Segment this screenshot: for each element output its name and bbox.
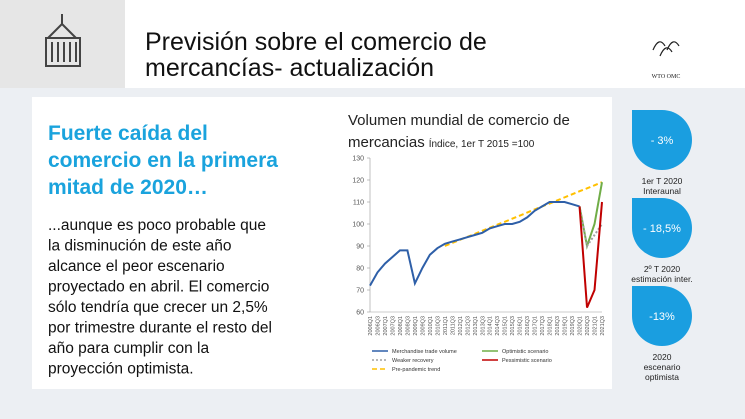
x-tick-label: 2006Q3: [375, 316, 381, 336]
x-tick-label: 2019Q1: [563, 316, 569, 336]
legend-label: Merchandise trade volume: [392, 349, 457, 355]
chart-title: Volumen mundial de comercio de: [348, 112, 570, 129]
x-tick-label: 2017Q3: [540, 316, 546, 336]
legend-label: Pre-pandemic trend: [392, 367, 440, 373]
x-tick-label: 2015Q1: [503, 316, 509, 336]
y-tick-label: 70: [356, 288, 364, 295]
stat-value: - 3%: [651, 135, 674, 147]
stat-bubble: [632, 286, 692, 346]
content-panel: [32, 97, 612, 389]
stat-value: - 18,5%: [643, 223, 681, 235]
y-tick-label: 90: [356, 244, 364, 251]
y-tick-label: 60: [356, 310, 364, 317]
x-tick-label: 2012Q1: [458, 316, 464, 336]
x-tick-label: 2007Q3: [390, 316, 396, 336]
stat-bubble: [632, 110, 692, 170]
chart-title: mercancias: [348, 134, 425, 151]
y-tick-label: 100: [352, 222, 364, 229]
x-tick-label: 2013Q1: [473, 316, 479, 336]
logo-text: WTO OMC: [652, 74, 681, 80]
x-tick-label: 2012Q3: [465, 316, 471, 336]
y-tick-label: 120: [352, 178, 364, 185]
x-tick-label: 2018Q3: [555, 316, 561, 336]
headline: mitad de 2020…: [48, 176, 208, 199]
body-text: la disminución de este año: [48, 238, 232, 255]
stat-value: -13%: [649, 311, 675, 323]
body-text: proyectado en abril. El comercio: [48, 279, 269, 296]
x-tick-label: 2011Q3: [450, 316, 456, 335]
y-tick-label: 110: [353, 200, 364, 207]
x-tick-label: 2011Q1: [443, 316, 449, 335]
series-line: [578, 206, 603, 249]
x-tick-label: 2008Q1: [398, 316, 404, 336]
stat-label: 1er T 2020: [642, 176, 683, 186]
header-title: Previsión sobre el comercio de: [145, 28, 487, 56]
headline: comercio en la primera: [48, 149, 278, 172]
stat-label: estimación inter.: [631, 274, 692, 284]
y-tick-label: 130: [352, 156, 364, 163]
container-icon: [45, 14, 81, 67]
x-tick-label: 2021Q3: [600, 316, 606, 336]
y-tick-label: 80: [356, 266, 364, 273]
stat-label: 2º T 2020: [644, 264, 681, 274]
x-tick-label: 2021Q1: [593, 316, 599, 336]
x-tick-label: 2007Q1: [383, 316, 389, 336]
x-tick-label: 2009Q3: [420, 316, 426, 336]
x-tick-label: 2014Q1: [488, 316, 494, 336]
stat-label: escenario: [644, 362, 681, 372]
series-line: [369, 201, 580, 287]
x-tick-label: 2006Q1: [368, 316, 374, 336]
legend-label: Optimistic scenario: [502, 349, 548, 355]
wto-logo-mark: [652, 41, 680, 57]
x-tick-label: 2010Q1: [428, 316, 434, 336]
x-tick-label: 2017Q1: [533, 316, 539, 336]
x-tick-label: 2020Q1: [578, 316, 584, 336]
x-tick-label: 2008Q3: [405, 316, 411, 336]
stat-label: 2020: [653, 352, 672, 362]
legend-label: Pessimistic scenario: [502, 358, 552, 364]
headline: Fuerte caída del: [48, 122, 208, 145]
icon-box: [0, 0, 125, 88]
stat-bubble: [632, 198, 692, 258]
x-tick-label: 2010Q3: [435, 316, 441, 336]
x-tick-label: 2016Q1: [518, 316, 524, 336]
x-tick-label: 2013Q3: [480, 316, 486, 336]
body-text: año para cumplir con la: [48, 340, 209, 357]
body-text: alcance el peor escenario: [48, 258, 225, 275]
series-line: [578, 201, 603, 308]
stat-label: Interaunal: [643, 186, 681, 196]
x-tick-label: 2018Q1: [548, 316, 554, 336]
legend-label: Weaker recovery: [392, 358, 434, 364]
stat-label: optimista: [645, 372, 679, 382]
body-text: por trimestre durante el resto del: [48, 320, 272, 337]
x-tick-label: 2016Q3: [525, 316, 531, 336]
header-title: mercancías- actualización: [145, 54, 434, 82]
body-text: sólo tendría que crecer un 2,5%: [48, 299, 268, 316]
x-tick-label: 2014Q3: [495, 316, 501, 336]
header-band: [125, 0, 745, 88]
x-tick-label: 2019Q3: [570, 316, 576, 336]
body-text: ...aunque es poco probable que: [48, 217, 266, 234]
chart-subtitle: Índice, 1er T 2015 =100: [429, 137, 535, 150]
x-tick-label: 2009Q1: [413, 316, 419, 336]
body-text: proyección optimista.: [48, 361, 194, 378]
x-tick-label: 2015Q3: [510, 316, 516, 336]
x-tick-label: 2020Q3: [585, 316, 591, 336]
